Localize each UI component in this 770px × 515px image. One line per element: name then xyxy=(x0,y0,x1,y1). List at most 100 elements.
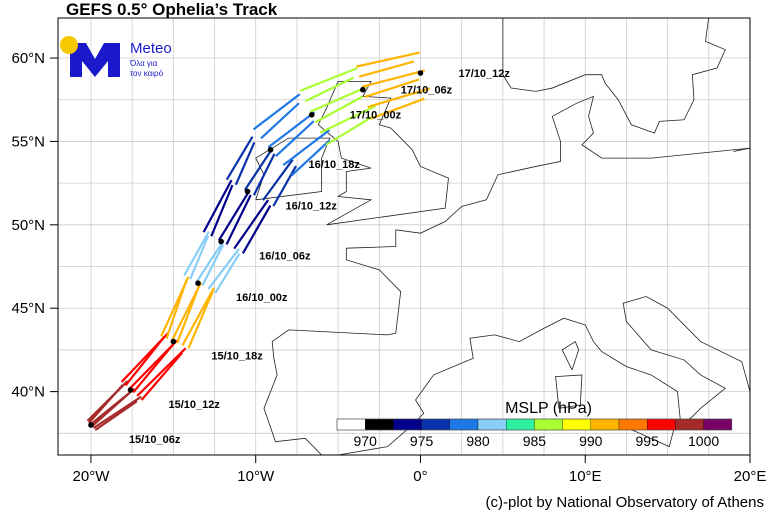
coastline xyxy=(561,340,580,371)
ensemble-track-segment xyxy=(319,104,376,134)
track-point xyxy=(360,86,366,93)
colorbar-swatch xyxy=(562,418,591,431)
track-point-label: 15/10_18z xyxy=(211,351,263,363)
ensemble-track-segment xyxy=(290,139,331,177)
colorbar-swatch xyxy=(703,418,732,431)
ensemble-track-segment xyxy=(183,231,210,276)
ensemble-track-segment xyxy=(207,248,240,290)
ensemble-track-segment xyxy=(364,78,420,98)
lat-tick-label: 45°N xyxy=(11,300,45,317)
colorbar-swatch xyxy=(534,418,563,431)
ensemble-track-segment xyxy=(272,165,297,207)
track-point xyxy=(88,422,94,428)
coastline xyxy=(263,296,750,455)
colorbar-swatch xyxy=(647,418,676,431)
ensemble-track-segment xyxy=(189,235,210,280)
ensemble-track-segment xyxy=(243,147,274,191)
ensemble-track-segment xyxy=(210,184,234,237)
track-point-label: 17/10_12z xyxy=(458,68,510,80)
colorbar-swatch xyxy=(421,418,450,431)
ensemble-track-segment xyxy=(136,347,187,397)
ensemble-track-segment xyxy=(181,287,215,347)
ensemble-track-segment xyxy=(252,153,276,196)
colorbar-label: 980 xyxy=(466,433,490,449)
track-point-label: 15/10_06z xyxy=(129,434,181,446)
ensemble-track-segment xyxy=(304,76,355,103)
ensemble-track-segment xyxy=(241,205,272,254)
ensemble-track-segment xyxy=(367,87,431,109)
ensemble-track-segment xyxy=(282,129,331,166)
ensemble-track-segment xyxy=(260,102,300,140)
meteo-logo: Meteo Όλα για τον καιρό xyxy=(60,35,190,85)
lon-tick-label: 20°W xyxy=(73,468,111,485)
logo-tagline-2: τον καιρό xyxy=(130,69,164,78)
track-point xyxy=(308,111,315,118)
colorbar-swatch xyxy=(393,418,422,431)
colorbar-swatch xyxy=(590,418,620,431)
track-point xyxy=(417,70,424,76)
colorbar-label: 995 xyxy=(636,433,660,449)
ensemble-track-segment xyxy=(140,351,184,401)
colorbar-swatch xyxy=(506,418,535,431)
lon-tick-label: 10°W xyxy=(237,468,275,485)
track-point xyxy=(127,387,134,393)
ensemble-track-segment xyxy=(128,339,178,390)
ensemble-track-segment xyxy=(160,276,190,337)
lat-tick-label: 55°N xyxy=(11,133,45,150)
track-point-label: 16/10_18z xyxy=(309,159,361,171)
ensemble-track-segment xyxy=(170,281,203,342)
ensemble-track-segment xyxy=(252,93,301,131)
lon-tick-label: 10°E xyxy=(569,468,602,485)
ensemble-track-segment xyxy=(202,179,233,233)
track-point xyxy=(218,238,224,245)
track-point-label: 17/10_06z xyxy=(401,85,453,97)
track-point-label: 15/10_12z xyxy=(168,399,220,411)
ensemble-track-segment xyxy=(325,115,374,146)
lat-tick-label: 60°N xyxy=(11,50,45,67)
lat-tick-label: 50°N xyxy=(11,217,45,234)
ensemble-track-segment xyxy=(356,51,420,68)
ensemble-track-segment xyxy=(370,97,425,120)
track-point-label: 16/10_06z xyxy=(259,251,311,263)
lon-tick-label: 20°E xyxy=(734,468,767,485)
lat-tick-label: 40°N xyxy=(11,384,45,401)
map-frame xyxy=(57,17,751,456)
colorbar-label: 970 xyxy=(354,433,378,449)
track-point xyxy=(195,280,201,287)
plot-area: 15/10_06z 15/10_12z 15/10_18z 16/10_00z 16/1… xyxy=(58,18,750,455)
ensemble-track-segment xyxy=(299,67,358,92)
ensemble-track-segment xyxy=(233,199,270,250)
colorbar-swatch xyxy=(336,418,366,431)
track-point-label: 16/10_00z xyxy=(236,292,288,304)
ensemble-track-segment xyxy=(92,395,142,429)
logo-tagline: Όλα για τον καιρό xyxy=(130,59,163,79)
meteo-logo-icon xyxy=(60,36,120,77)
track-point-label: 16/10_12z xyxy=(285,200,337,212)
colorbar-swatch xyxy=(477,418,507,431)
coastline xyxy=(317,80,449,226)
ensemble-track-segment xyxy=(89,387,136,426)
ensemble-track-segment xyxy=(267,111,316,149)
ensemble-track-segment xyxy=(361,69,425,88)
map-title: GEFS 0.5° Ophelia’s Track xyxy=(66,0,278,19)
ensemble-track-segment xyxy=(120,331,170,383)
credit-text: (c)-plot by National Observatory of Athe… xyxy=(485,494,764,511)
ensemble-track-segment xyxy=(201,244,225,287)
colorbar-swatch xyxy=(618,418,648,431)
ensemble-track-segment xyxy=(86,380,129,422)
ensemble-track-segment xyxy=(225,136,254,181)
lon-tick-label: 0° xyxy=(413,468,427,485)
colorbar-label: 985 xyxy=(523,433,547,449)
ensemble-track-segment xyxy=(225,194,252,245)
track-point xyxy=(267,146,274,153)
coastline xyxy=(733,147,750,152)
coastline xyxy=(502,18,726,134)
coastline xyxy=(555,374,583,409)
ensemble-track-segment xyxy=(234,141,256,186)
logo-tagline-1: Όλα για xyxy=(130,59,158,68)
colorbar-label: 975 xyxy=(410,433,434,449)
ensemble-track-segment xyxy=(262,158,294,201)
colorbar-swatch xyxy=(675,418,704,431)
colorbar-title: MSLP (hPa) xyxy=(505,400,592,417)
